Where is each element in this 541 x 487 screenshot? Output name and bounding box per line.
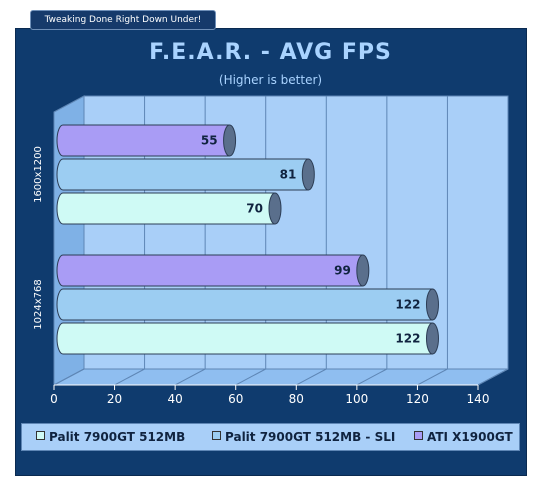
bar-body [56, 192, 276, 225]
bar [56, 322, 439, 355]
chart-title: F.E.A.R. - AVG FPS [149, 40, 392, 65]
x-tick-label: 60 [228, 392, 243, 406]
bar-cap [268, 192, 282, 225]
bar-body [56, 288, 433, 321]
legend: Palit 7900GT 512MB Palit 7900GT 512MB - … [21, 423, 520, 451]
floor-gridline [235, 368, 266, 386]
legend-item-ati: ATI X1900GT [414, 430, 513, 444]
legend-label-palit-sli: Palit 7900GT 512MB - SLI [225, 430, 396, 444]
x-tick-label: 100 [345, 392, 368, 406]
data-label: 70 [246, 202, 263, 216]
floor-gridline [174, 368, 206, 386]
bar-cap [356, 254, 370, 287]
plot-floor [53, 368, 509, 386]
bar [56, 288, 439, 321]
floor-gridline [356, 368, 388, 386]
bar-body [56, 158, 309, 191]
data-label: 122 [395, 298, 420, 312]
x-tick-label: 80 [289, 392, 304, 406]
x-tick-label: 40 [168, 392, 183, 406]
floor-gridline [114, 368, 145, 386]
bar [56, 254, 370, 287]
floor-gridline [53, 368, 85, 386]
x-tick-label: 0 [50, 392, 58, 406]
bar-cap [223, 124, 237, 157]
floor-gridline [477, 368, 509, 386]
x-tick-label: 120 [406, 392, 429, 406]
floor-gridline [417, 368, 448, 386]
data-label: 122 [395, 332, 420, 346]
bar-body [56, 322, 433, 355]
bar [56, 124, 237, 157]
chart-subtitle: (Higher is better) [218, 73, 323, 87]
legend-swatch-palit [36, 431, 45, 440]
x-tick-label: 20 [107, 392, 122, 406]
legend-label-palit: Palit 7900GT 512MB [49, 430, 186, 444]
floor-gridline [296, 368, 327, 386]
bar [56, 192, 282, 225]
legend-swatch-palit-sli [212, 431, 221, 440]
data-label: 81 [280, 168, 297, 182]
data-label: 55 [201, 134, 218, 148]
legend-item-palit: Palit 7900GT 512MB [36, 430, 185, 444]
category-label: 1600x1200 [33, 146, 44, 203]
bar [56, 158, 315, 191]
bar-cap [425, 288, 439, 321]
x-tick-label: 140 [467, 392, 490, 406]
bar-body [56, 254, 364, 287]
data-label: 99 [334, 264, 351, 278]
category-label: 1024x768 [33, 279, 44, 329]
legend-label-ati: ATI X1900GT [427, 430, 513, 444]
legend-item-palit-sli: Palit 7900GT 512MB - SLI [212, 430, 395, 444]
bar-cap [425, 322, 439, 355]
bar-cap [301, 158, 315, 191]
legend-swatch-ati [414, 431, 423, 440]
bar-body [56, 124, 231, 157]
site-banner: Tweaking Done Right Down Under! [30, 10, 216, 30]
